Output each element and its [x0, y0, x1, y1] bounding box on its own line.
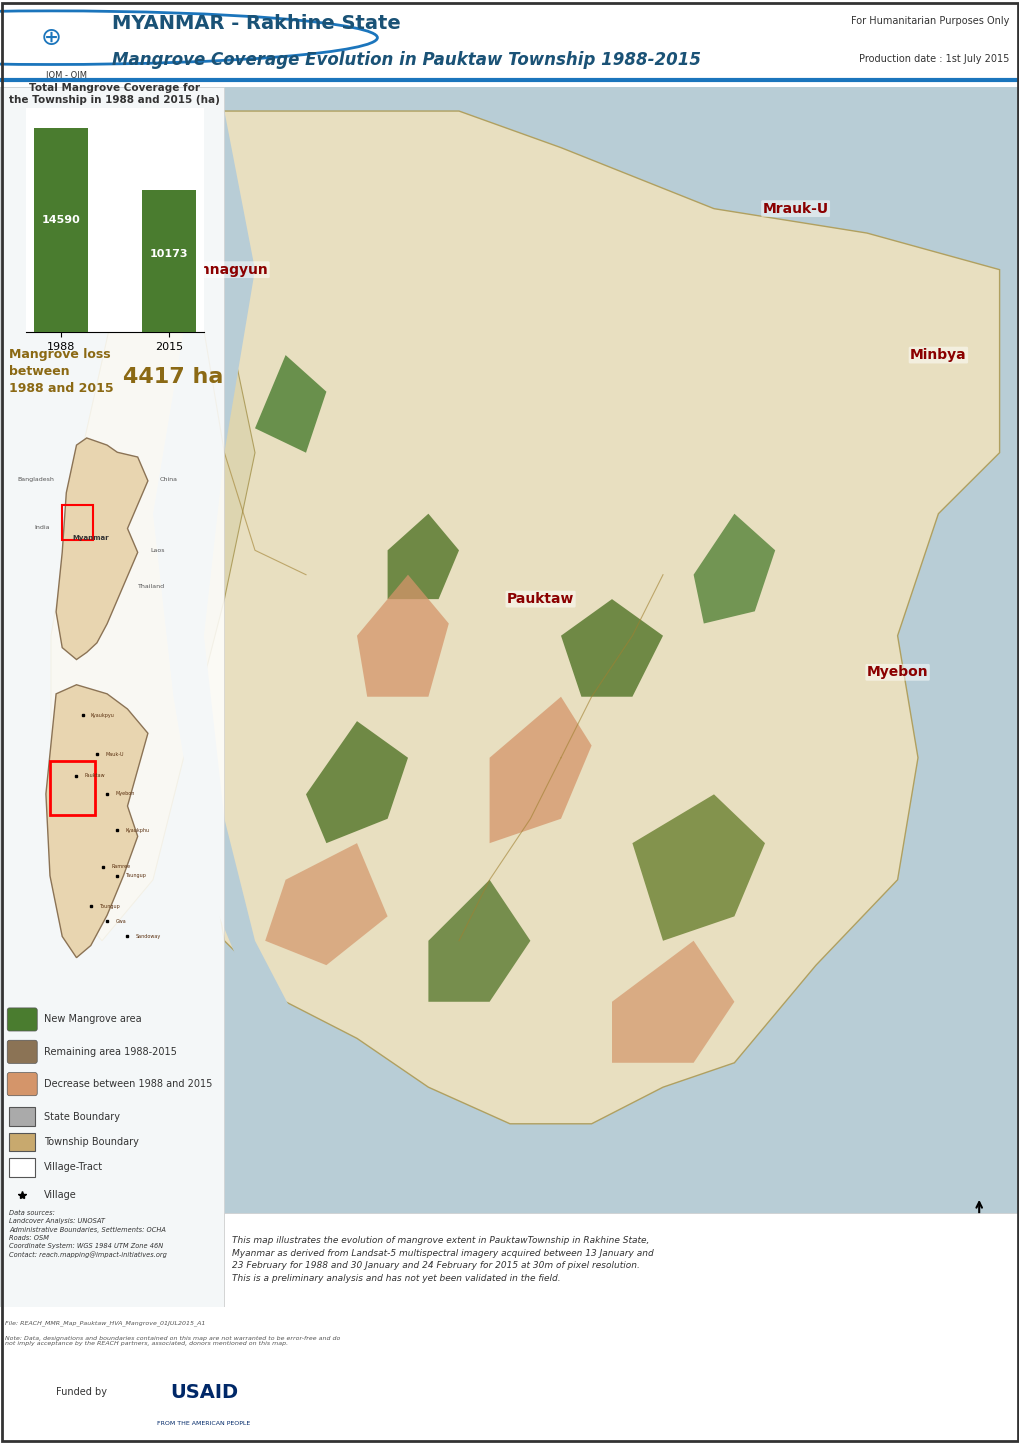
Text: Thailand: Thailand — [139, 583, 165, 589]
Text: Village-Tract: Village-Tract — [44, 1162, 103, 1173]
Text: New Mangrove area: New Mangrove area — [44, 1015, 142, 1024]
Bar — [34, 129, 88, 332]
Text: Myebon: Myebon — [115, 791, 135, 797]
Text: N: N — [972, 1223, 984, 1236]
Text: An initiative of
IMPACT Initiatives
ACTED and UNOSAT: An initiative of IMPACT Initiatives ACTE… — [836, 1417, 905, 1438]
Bar — [142, 189, 196, 332]
Bar — [9, 1132, 35, 1151]
Polygon shape — [693, 514, 774, 624]
Text: Kyaukphu: Kyaukphu — [125, 827, 150, 833]
Text: USAID: USAID — [170, 1383, 237, 1402]
Text: Kyaukpyu: Kyaukpyu — [91, 712, 114, 718]
Polygon shape — [265, 843, 387, 965]
Title: Total Mangrove Coverage for
the Township in 1988 and 2015 (ha): Total Mangrove Coverage for the Township… — [9, 84, 220, 105]
Polygon shape — [357, 575, 448, 697]
Text: This map illustrates the evolution of mangrove extent in PauktawTownship in Rakh: This map illustrates the evolution of ma… — [232, 1236, 653, 1282]
Polygon shape — [255, 355, 326, 453]
Polygon shape — [632, 794, 764, 941]
Text: Gwa: Gwa — [115, 918, 126, 924]
Bar — [9, 1158, 35, 1177]
Text: Ponnagyun: Ponnagyun — [180, 263, 268, 277]
Text: 4417 ha: 4417 ha — [123, 367, 223, 387]
Text: Minbya: Minbya — [909, 348, 966, 362]
Text: Production date : 1st July 2015: Production date : 1st July 2015 — [859, 53, 1009, 64]
Bar — [50, 761, 95, 814]
Polygon shape — [153, 111, 306, 1038]
Text: Toungup: Toungup — [99, 904, 119, 908]
Text: ⊕: ⊕ — [41, 26, 61, 49]
Polygon shape — [611, 941, 734, 1063]
Text: Note: Data, designations and boundaries contained on this map are not warranted : Note: Data, designations and boundaries … — [5, 1336, 340, 1346]
Text: Mangrove loss
between
1988 and 2015: Mangrove loss between 1988 and 2015 — [9, 348, 114, 396]
Polygon shape — [560, 599, 662, 697]
Text: India: India — [34, 524, 50, 530]
Text: Decrease between 1988 and 2015: Decrease between 1988 and 2015 — [44, 1079, 212, 1089]
FancyBboxPatch shape — [7, 1040, 38, 1063]
Polygon shape — [306, 721, 408, 843]
Text: Myebon: Myebon — [866, 666, 927, 679]
Text: Remaining area 1988-2015: Remaining area 1988-2015 — [44, 1047, 176, 1057]
Text: China: China — [159, 477, 177, 482]
Polygon shape — [387, 514, 459, 599]
Bar — [0, 87, 224, 1307]
Text: Bangladesh: Bangladesh — [17, 477, 54, 482]
Text: MYANMAR - Rakhine State: MYANMAR - Rakhine State — [112, 14, 400, 33]
Bar — [62, 504, 93, 540]
Text: FROM THE AMERICAN PEOPLE: FROM THE AMERICAN PEOPLE — [157, 1421, 251, 1425]
Polygon shape — [51, 270, 255, 941]
Text: Funded by: Funded by — [56, 1388, 107, 1398]
Text: 14590: 14590 — [41, 215, 79, 225]
Text: Myanmar: Myanmar — [72, 536, 109, 542]
FancyBboxPatch shape — [7, 1008, 38, 1031]
Text: Ramree: Ramree — [111, 864, 130, 869]
Text: Village: Village — [44, 1190, 76, 1200]
Polygon shape — [428, 879, 530, 1002]
Text: Pauktaw: Pauktaw — [506, 592, 574, 606]
Text: Data sources:
Landcover Analysis: UNOSAT
Administrative Boundaries, Settlements:: Data sources: Landcover Analysis: UNOSAT… — [9, 1210, 167, 1258]
Bar — [9, 1108, 35, 1126]
Text: Taungup: Taungup — [125, 874, 146, 878]
Bar — [10, 1354, 265, 1440]
Text: IOM - OIM: IOM - OIM — [46, 71, 87, 79]
Text: Pauktaw: Pauktaw — [85, 773, 105, 778]
Text: Mangrove Coverage Evolution in Pauktaw Township 1988-2015: Mangrove Coverage Evolution in Pauktaw T… — [112, 52, 700, 69]
Text: For Humanitarian Purposes Only: For Humanitarian Purposes Only — [851, 16, 1009, 26]
Polygon shape — [56, 438, 148, 660]
Text: State Boundary: State Boundary — [44, 1112, 119, 1122]
Text: Township Boundary: Township Boundary — [44, 1136, 139, 1147]
Polygon shape — [489, 697, 591, 843]
Polygon shape — [46, 684, 148, 957]
Text: Laos: Laos — [151, 549, 165, 553]
Text: File: REACH_MMR_Map_Pauktaw_HVA_Mangrove_01JUL2015_A1: File: REACH_MMR_Map_Pauktaw_HVA_Mangrove… — [5, 1320, 205, 1326]
Polygon shape — [183, 111, 999, 1123]
Text: 10173: 10173 — [150, 248, 187, 258]
Text: REACH: REACH — [836, 1373, 983, 1411]
Text: 0    2    4         6 Kms: 0 2 4 6 Kms — [859, 1295, 945, 1304]
FancyBboxPatch shape — [7, 1073, 38, 1096]
Text: Sandoway: Sandoway — [136, 934, 161, 939]
Text: Mrauk-U: Mrauk-U — [762, 202, 827, 215]
Text: Mauk-U: Mauk-U — [105, 752, 123, 757]
